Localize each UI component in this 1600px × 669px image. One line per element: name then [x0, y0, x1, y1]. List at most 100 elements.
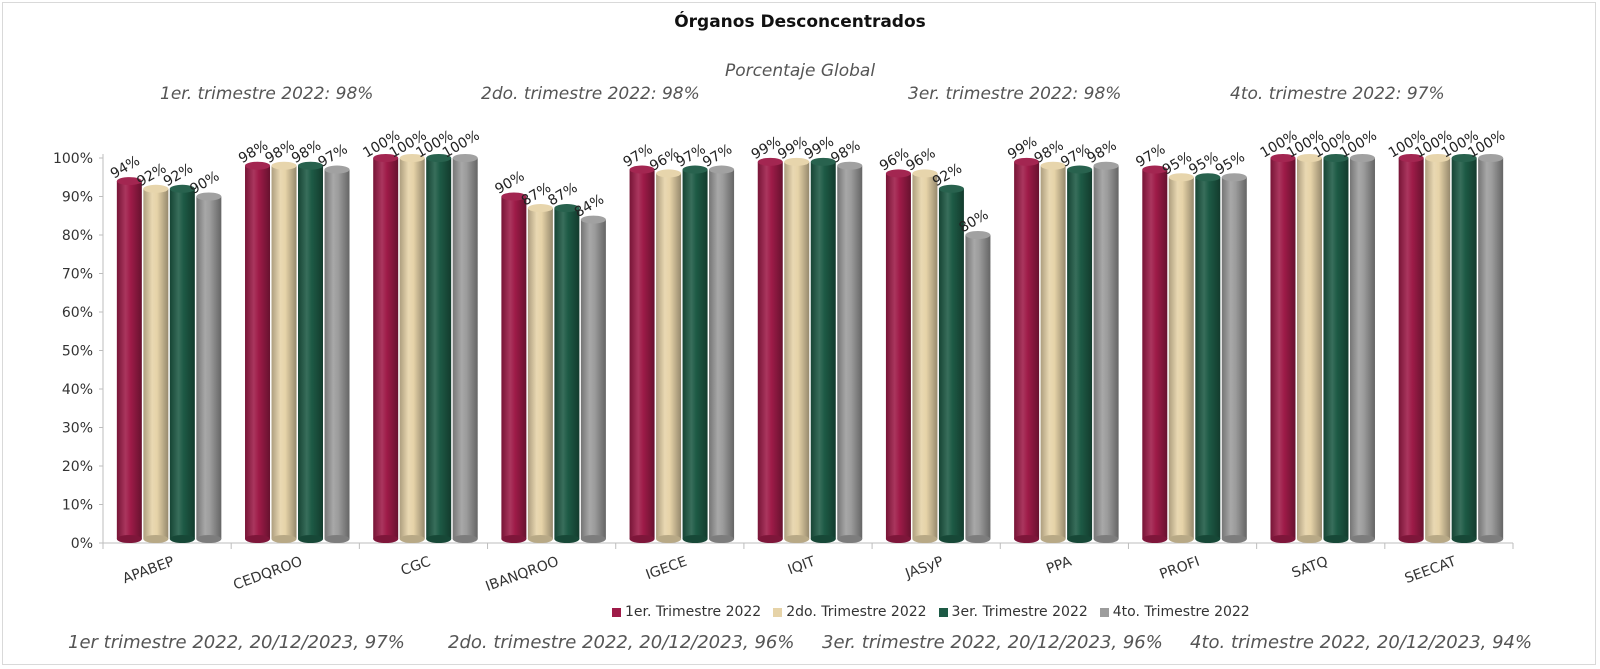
- bar-top: [116, 177, 142, 186]
- y-tick-label: 80%: [62, 228, 93, 244]
- bar-base: [1067, 535, 1093, 543]
- bar-body: [1425, 158, 1451, 539]
- bar-top: [709, 165, 735, 174]
- bar: [143, 184, 169, 543]
- bar-base: [912, 535, 938, 543]
- x-tick-label: CEDQROO: [231, 554, 304, 594]
- x-tick-label: SEECAT: [1403, 554, 1459, 587]
- bar-base: [452, 535, 478, 543]
- bar: [554, 204, 580, 543]
- bar-body: [324, 169, 350, 540]
- bar: [938, 184, 964, 543]
- footer-note-q3: 3er. trimestre 2022, 20/12/2023, 96%: [822, 632, 1163, 653]
- bar-body: [1040, 165, 1066, 539]
- y-tick-label: 70%: [62, 267, 93, 283]
- bar-body: [757, 161, 783, 539]
- x-tick-label: IBANQROO: [484, 554, 561, 595]
- bar-body: [1195, 177, 1221, 539]
- bar: [373, 154, 399, 543]
- bar-base: [784, 535, 810, 543]
- bar-body: [580, 219, 606, 539]
- bar: [757, 157, 783, 543]
- bar-body: [196, 196, 222, 539]
- bar: [426, 154, 452, 543]
- bar-body: [452, 158, 478, 539]
- bar-body: [1221, 177, 1247, 539]
- bar: [501, 192, 527, 543]
- bar: [1014, 157, 1040, 543]
- bar-top: [169, 184, 195, 193]
- footer-note-q2: 2do. trimestre 2022, 20/12/2023, 96%: [448, 632, 795, 653]
- bar-base: [1478, 535, 1504, 543]
- bar-base: [169, 535, 195, 543]
- bar-body: [1067, 169, 1093, 540]
- bar-base: [1221, 535, 1247, 543]
- bar-top: [1168, 173, 1194, 182]
- bar-top: [1296, 154, 1322, 162]
- bar-top: [580, 215, 606, 224]
- x-tick-label: IGECE: [644, 554, 689, 584]
- bar-base: [656, 535, 682, 543]
- bar-base: [810, 535, 836, 543]
- bar-base: [837, 535, 863, 543]
- bar-base: [554, 535, 580, 543]
- bar: [1195, 173, 1221, 543]
- bar-base: [143, 535, 169, 543]
- bar: [399, 154, 425, 543]
- bar: [527, 204, 553, 543]
- legend-item-q1[interactable]: 1er. Trimestre 2022: [612, 604, 761, 620]
- bar-base: [1270, 535, 1296, 543]
- legend-swatch: [612, 607, 621, 617]
- bar-body: [784, 161, 810, 539]
- bar-body: [885, 173, 911, 539]
- bar-base: [373, 535, 399, 543]
- quarter-summary-q1: 1er. trimestre 2022: 98%: [160, 84, 374, 104]
- bar-body: [1142, 169, 1168, 540]
- bar-body: [426, 158, 452, 539]
- bar-top: [1093, 161, 1119, 170]
- bar-top: [399, 154, 425, 162]
- legend-item-q3[interactable]: 3er. Trimestre 2022: [938, 604, 1088, 620]
- bar-base: [1014, 535, 1040, 543]
- bar-base: [298, 535, 324, 543]
- bar: [196, 192, 222, 543]
- bar-body: [938, 188, 964, 540]
- y-tick-label: 50%: [62, 344, 93, 360]
- bar: [1142, 165, 1168, 543]
- quarter-summary-q2: 2do. trimestre 2022: 98%: [481, 84, 700, 104]
- bar-top: [1451, 154, 1477, 162]
- bar: [298, 161, 324, 543]
- bar-body: [1014, 161, 1040, 539]
- bar-base: [1040, 535, 1066, 543]
- bar-top: [965, 231, 991, 239]
- bar-top: [837, 161, 863, 170]
- bar: [682, 165, 708, 543]
- bar-top: [373, 154, 399, 162]
- y-tick-label: 60%: [62, 305, 93, 321]
- bar: [452, 154, 478, 543]
- bar-base: [1349, 535, 1375, 543]
- bar-top: [1398, 154, 1424, 162]
- bar-body: [143, 188, 169, 540]
- bar-base: [885, 535, 911, 543]
- bar-body: [1398, 158, 1424, 539]
- legend-label: 2do. Trimestre 2022: [786, 604, 927, 620]
- bar: [324, 165, 350, 543]
- legend-item-q2[interactable]: 2do. Trimestre 2022: [773, 604, 927, 620]
- bar-base: [245, 535, 271, 543]
- chart-legend: 1er. Trimestre 2022 2do. Trimestre 2022 …: [612, 603, 1262, 621]
- y-tick-label: 20%: [62, 459, 93, 475]
- bar: [1425, 154, 1451, 543]
- bar-body: [629, 169, 655, 540]
- bar-top: [784, 157, 810, 166]
- x-tick-label: APABEP: [121, 554, 177, 587]
- bar: [629, 165, 655, 543]
- bar-top: [1142, 165, 1168, 174]
- legend-item-q4[interactable]: 4to. Trimestre 2022: [1099, 604, 1250, 620]
- bar-top: [554, 204, 580, 213]
- bar: [965, 231, 991, 543]
- bar: [1270, 154, 1296, 543]
- bar: [1221, 173, 1247, 543]
- bar-base: [1296, 535, 1322, 543]
- bar-top: [501, 192, 527, 201]
